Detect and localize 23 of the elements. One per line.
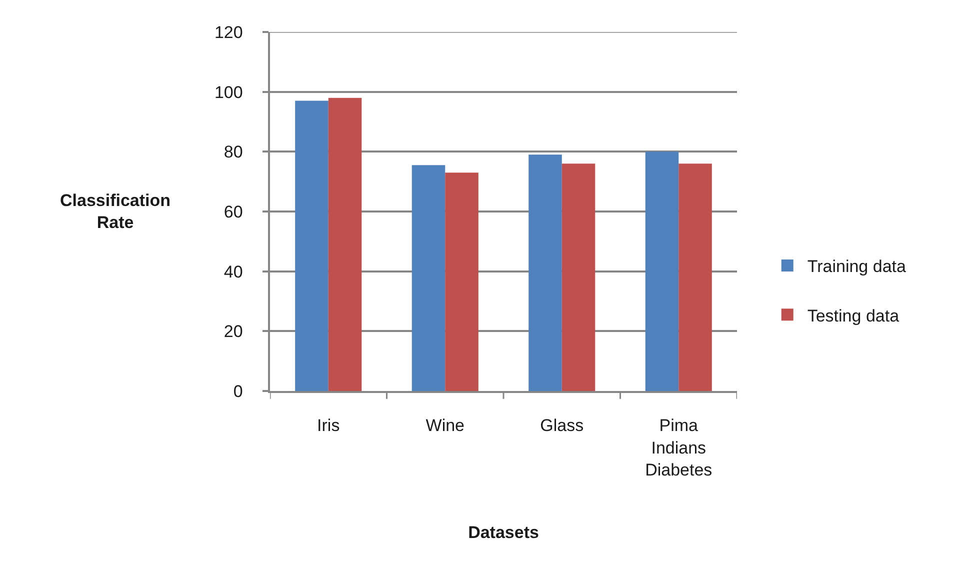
legend-label: Training data bbox=[807, 257, 906, 276]
bar bbox=[412, 165, 446, 391]
y-tick-label: 120 bbox=[214, 22, 243, 42]
y-tick-label: 0 bbox=[233, 382, 243, 401]
bar bbox=[645, 152, 679, 391]
legend-label: Testing data bbox=[807, 306, 900, 326]
y-tick-label: 80 bbox=[224, 142, 243, 162]
bar bbox=[295, 100, 328, 391]
x-tick-label: Wine bbox=[426, 416, 464, 436]
x-tick-label: Iris bbox=[317, 416, 340, 436]
bar bbox=[445, 172, 478, 391]
y-tick-label: 40 bbox=[224, 262, 243, 282]
y-axis-title: Classification Rate bbox=[60, 191, 171, 232]
bar bbox=[678, 164, 712, 391]
x-tick-label: Glass bbox=[540, 416, 584, 436]
y-tick-label: 100 bbox=[214, 82, 243, 102]
bar bbox=[528, 154, 562, 391]
x-tick-label: Pima Indians Diabetes bbox=[645, 416, 712, 480]
x-axis-title: Datasets bbox=[468, 523, 539, 542]
bar bbox=[328, 98, 362, 391]
y-tick-label: 20 bbox=[224, 322, 243, 342]
bar bbox=[562, 164, 596, 391]
y-tick-label: 60 bbox=[224, 202, 243, 222]
